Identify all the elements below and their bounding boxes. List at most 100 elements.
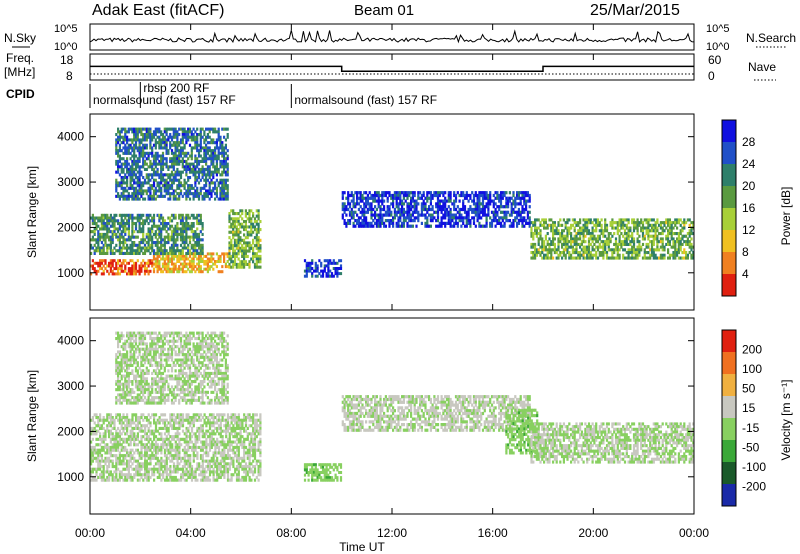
heatmap-cell xyxy=(140,264,143,268)
heatmap-cell xyxy=(124,264,127,268)
heatmap-cell xyxy=(145,167,148,171)
heatmap-cell xyxy=(90,230,93,234)
heatmap-cell xyxy=(462,207,465,212)
heatmap-cell xyxy=(203,260,206,263)
heatmap-cell xyxy=(411,219,414,223)
heatmap-cell xyxy=(117,478,120,482)
heatmap-cell xyxy=(160,238,163,242)
heatmap-cell xyxy=(217,167,220,171)
heatmap-cell xyxy=(221,181,224,185)
heatmap-cell xyxy=(339,272,343,276)
heatmap-cell xyxy=(162,473,165,477)
heatmap-cell xyxy=(535,226,538,230)
heatmap-cell xyxy=(406,210,409,214)
heatmap-cell xyxy=(93,448,96,452)
heatmap-cell xyxy=(681,242,684,246)
heatmap-cell xyxy=(158,426,161,430)
heatmap-cell xyxy=(135,413,138,417)
heatmap-cell xyxy=(252,230,255,234)
heatmap-cell xyxy=(104,235,107,239)
heatmap-cell xyxy=(566,221,569,225)
heatmap-cell xyxy=(433,193,436,198)
heatmap-cell xyxy=(120,416,123,420)
heatmap-cell xyxy=(183,246,186,250)
heatmap-cell xyxy=(494,219,497,223)
heatmap-cell xyxy=(171,459,174,463)
heatmap-cell xyxy=(386,191,389,195)
heatmap-cell xyxy=(252,214,255,218)
heatmap-cell xyxy=(151,146,154,150)
heatmap-cell xyxy=(140,151,143,155)
heatmap-cell xyxy=(95,451,98,455)
heatmap-cell xyxy=(134,189,138,193)
heatmap-cell xyxy=(183,133,186,137)
heatmap-cell xyxy=(131,246,134,250)
heatmap-cell xyxy=(596,248,600,252)
heatmap-cell xyxy=(535,234,538,238)
heatmap-cell xyxy=(634,256,637,260)
heatmap-cell xyxy=(97,443,100,447)
heatmap-cell xyxy=(239,222,242,226)
heatmap-cell xyxy=(117,167,120,171)
heatmap-cell xyxy=(188,262,192,266)
heatmap-cell xyxy=(120,127,123,131)
heatmap-cell xyxy=(151,443,154,447)
heatmap-cell xyxy=(192,194,195,198)
heatmap-cell xyxy=(206,267,209,271)
heatmap-cell xyxy=(217,154,220,158)
heatmap-cell xyxy=(111,259,114,263)
heatmap-cell xyxy=(127,127,130,131)
heatmap-cell xyxy=(458,210,461,214)
heatmap-cell xyxy=(652,229,655,233)
heatmap-cell xyxy=(169,146,172,150)
heatmap-cell xyxy=(133,178,136,182)
heatmap-cell xyxy=(661,237,664,241)
heatmap-cell xyxy=(341,213,344,217)
heatmap-cell xyxy=(167,216,170,220)
heatmap-cell xyxy=(160,178,163,182)
heatmap-cell xyxy=(140,445,143,449)
heatmap-cell xyxy=(111,272,114,276)
heatmap-cell xyxy=(111,454,114,458)
heatmap-cell xyxy=(127,213,130,217)
heatmap-cell xyxy=(97,451,100,455)
heatmap-cell xyxy=(618,234,621,238)
heatmap-cell xyxy=(133,135,136,139)
heatmap-cell xyxy=(111,232,114,236)
heatmap-cell xyxy=(154,424,158,428)
heatmap-cell xyxy=(508,213,511,217)
heatmap-cell xyxy=(494,196,497,200)
heatmap-cell xyxy=(176,238,179,242)
heatmap-cell xyxy=(600,229,603,233)
heatmap-cell xyxy=(433,216,436,220)
heatmap-cell xyxy=(199,170,202,174)
heatmap-cell xyxy=(151,470,154,474)
heatmap-cell xyxy=(161,154,165,158)
heatmap-cell xyxy=(160,257,163,261)
heatmap-cell xyxy=(181,254,184,258)
heatmap-cell xyxy=(149,429,152,433)
heatmap-cell xyxy=(140,165,143,169)
heatmap-cell xyxy=(124,432,127,436)
heatmap-cell xyxy=(401,224,404,228)
heatmap-cell xyxy=(129,184,132,188)
heatmap-cell xyxy=(120,224,123,228)
heatmap-cell xyxy=(449,210,452,214)
heatmap-cell xyxy=(537,232,540,236)
heatmap-cell xyxy=(95,269,98,273)
heatmap-cell xyxy=(226,260,229,263)
heatmap-cell xyxy=(363,202,366,206)
nsearch-label: N.Search xyxy=(746,31,796,45)
heatmap-cell xyxy=(602,242,605,246)
heatmap-cell xyxy=(611,251,614,255)
heatmap-cell xyxy=(190,133,193,137)
heatmap-cell xyxy=(197,246,201,250)
heatmap-cell xyxy=(127,138,130,142)
heatmap-cell xyxy=(95,224,98,228)
heatmap-cell xyxy=(507,205,510,209)
heatmap-cell xyxy=(153,473,156,477)
heatmap-cell xyxy=(593,218,596,222)
heatmap-cell xyxy=(149,235,152,239)
heatmap-cell xyxy=(108,227,111,231)
heatmap-cell xyxy=(133,186,136,190)
